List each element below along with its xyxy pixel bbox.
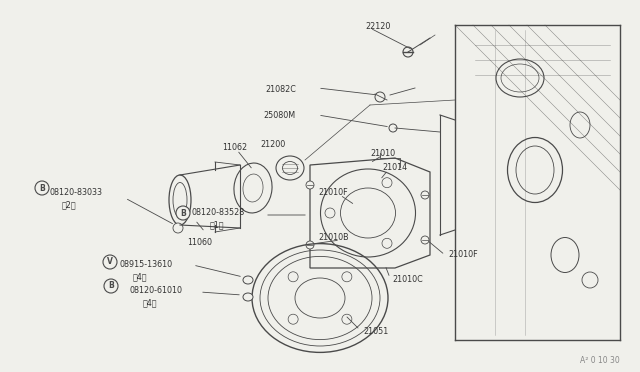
Text: B: B <box>108 282 114 291</box>
Circle shape <box>421 191 429 199</box>
Text: 21082C: 21082C <box>265 85 296 94</box>
Text: 21200: 21200 <box>260 140 285 149</box>
Text: 08120-83033: 08120-83033 <box>50 188 103 197</box>
Text: 21010C: 21010C <box>392 275 423 284</box>
Text: B: B <box>39 183 45 192</box>
Text: V: V <box>107 257 113 266</box>
Text: B: B <box>180 208 186 218</box>
Circle shape <box>288 314 298 324</box>
Circle shape <box>403 47 413 57</box>
Text: 21010F: 21010F <box>448 250 477 259</box>
Circle shape <box>421 236 429 244</box>
Circle shape <box>306 241 314 249</box>
Text: 08915-13610: 08915-13610 <box>120 260 173 269</box>
Text: 21010B: 21010B <box>318 233 349 242</box>
Circle shape <box>173 223 183 233</box>
Text: （4）: （4） <box>143 298 157 307</box>
Text: （1）: （1） <box>210 220 225 229</box>
Text: （2）: （2） <box>62 200 77 209</box>
Circle shape <box>35 181 49 195</box>
Text: 08120-83528: 08120-83528 <box>192 208 245 217</box>
Text: 21051: 21051 <box>363 327 388 336</box>
Text: A² 0 10 30: A² 0 10 30 <box>580 356 620 365</box>
Circle shape <box>342 272 352 282</box>
Text: 22120: 22120 <box>365 22 390 31</box>
Text: （4）: （4） <box>133 272 147 281</box>
Circle shape <box>104 279 118 293</box>
Text: 25080M: 25080M <box>263 111 295 120</box>
Circle shape <box>342 314 352 324</box>
Circle shape <box>176 206 190 220</box>
Text: 11062: 11062 <box>222 143 247 152</box>
Circle shape <box>103 255 117 269</box>
Text: 21014: 21014 <box>382 163 407 172</box>
Circle shape <box>389 124 397 132</box>
Ellipse shape <box>243 293 253 301</box>
Text: 08120-61010: 08120-61010 <box>130 286 183 295</box>
Text: 21010F: 21010F <box>318 188 348 197</box>
Circle shape <box>288 272 298 282</box>
Text: 11060: 11060 <box>187 238 212 247</box>
Text: 21010: 21010 <box>370 149 395 158</box>
Circle shape <box>375 92 385 102</box>
Ellipse shape <box>243 276 253 284</box>
Circle shape <box>306 181 314 189</box>
